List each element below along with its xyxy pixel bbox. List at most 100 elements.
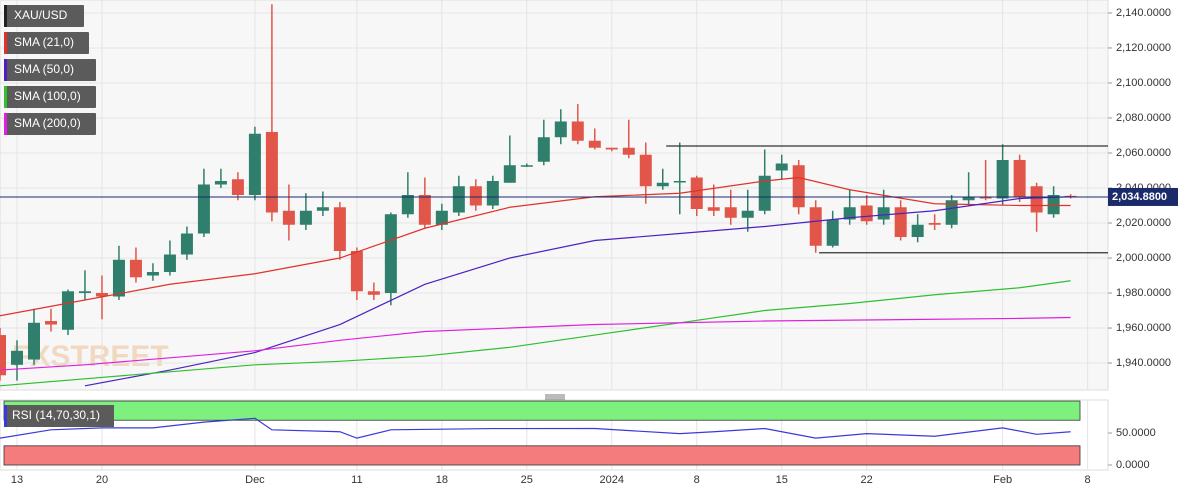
y-tick-label: 2,120.0000 [1116, 42, 1171, 54]
candle-body [231, 179, 244, 195]
candle-body [214, 180, 227, 185]
price-label: 2,034.8800 [1112, 191, 1167, 203]
x-tick-label: 2024 [600, 474, 624, 486]
legend-entry[interactable]: SMA (100,0) [4, 86, 96, 108]
candle-body [146, 272, 159, 276]
candle-body [673, 180, 686, 183]
x-tick-label: Dec [245, 474, 265, 486]
candle-body [860, 205, 873, 222]
legend-entry[interactable]: SMA (50,0) [4, 59, 96, 81]
candle-body [639, 154, 652, 187]
y-tick-label: 2,060.0000 [1116, 147, 1171, 159]
y-tick-label: 50.0000 [1116, 427, 1156, 439]
candle-body [928, 223, 941, 225]
legend-label: RSI (14,70,30,1) [12, 408, 100, 422]
candle-body [350, 251, 363, 292]
x-tick-label: 8 [694, 474, 700, 486]
indicator-line [0, 280, 1071, 387]
legend-box [4, 5, 84, 27]
candle-body [95, 293, 108, 297]
candle-body [724, 207, 737, 218]
candle-body [690, 177, 703, 210]
candle-body [435, 210, 448, 225]
candle-body [163, 254, 176, 273]
x-tick-label: 13 [11, 474, 23, 486]
candle-body [792, 165, 805, 208]
candle-body [333, 207, 346, 252]
x-tick-label: 18 [436, 474, 448, 486]
candle-body [758, 175, 771, 211]
legend-entry[interactable]: RSI (14,70,30,1) [4, 405, 114, 427]
legend-swatch [4, 5, 7, 27]
candle-body [1047, 195, 1060, 215]
candle-body [418, 195, 431, 225]
panel-splitter[interactable] [545, 394, 565, 400]
candle-body [27, 322, 40, 360]
legend-swatch [4, 32, 7, 54]
candle-body [10, 350, 23, 365]
candle-body [605, 147, 618, 150]
x-tick-label: 11 [351, 474, 362, 486]
rsi-band [3, 445, 1081, 466]
candle-body [775, 163, 788, 171]
legend-swatch [4, 59, 7, 81]
legend-swatch [4, 113, 7, 135]
x-tick-label: 8 [1085, 474, 1091, 486]
candle-body [78, 291, 91, 294]
legend-box [4, 405, 114, 427]
legend-entry[interactable]: XAU/USD [4, 5, 84, 27]
candle-body [384, 214, 397, 294]
candle-body [707, 207, 720, 211]
candle-body [112, 259, 125, 297]
legend-swatch [4, 405, 7, 427]
indicator-line [84, 196, 1071, 387]
candle-body [44, 321, 57, 325]
candle-body [1013, 159, 1026, 197]
candle-body [741, 210, 754, 218]
legend-entry[interactable]: SMA (21,0) [4, 32, 89, 54]
y-tick-label: 1,940.0000 [1116, 357, 1171, 369]
candle-body [826, 219, 839, 246]
candle-body [537, 137, 550, 162]
candle-body [61, 291, 74, 330]
candle-body [962, 196, 975, 201]
legend-box [4, 59, 96, 81]
x-tick-label: Feb [993, 474, 1012, 486]
candle-body [809, 207, 822, 246]
legend-label: SMA (100,0) [14, 89, 81, 103]
x-tick-label: 15 [776, 474, 788, 486]
candle-body [554, 121, 567, 138]
price-panel [0, 0, 1109, 391]
legend-entry[interactable]: SMA (200,0) [4, 113, 96, 135]
candle-body [945, 200, 958, 225]
legend-label: SMA (200,0) [14, 116, 81, 130]
legend-label: XAU/USD [14, 8, 68, 22]
candle-body [622, 147, 635, 155]
y-tick-label: 1,980.0000 [1116, 287, 1171, 299]
candle-body [911, 224, 924, 238]
candle-body [1030, 186, 1043, 213]
rsi-band [3, 400, 1081, 421]
legend-box [4, 32, 89, 54]
indicator-line [0, 417, 1071, 439]
candle-body [248, 133, 261, 195]
x-tick-label: 25 [521, 474, 533, 486]
y-tick-label: 2,020.0000 [1116, 217, 1171, 229]
candle-body [401, 195, 414, 215]
y-tick-label: 0.0000 [1116, 459, 1150, 471]
candle-body [180, 233, 193, 255]
legend-box [4, 113, 96, 135]
candle-body [367, 291, 380, 295]
y-tick-label: 1,960.0000 [1116, 322, 1171, 334]
candle-body [656, 182, 669, 187]
candle-body [0, 335, 6, 376]
candle-body [282, 210, 295, 225]
candle-body [520, 165, 533, 167]
legend-label: SMA (21,0) [14, 35, 74, 49]
candle-body [843, 207, 856, 220]
candle-body [979, 196, 992, 199]
candle-body [894, 207, 907, 238]
y-tick-label: 2,140.0000 [1116, 7, 1171, 19]
legend-box [4, 86, 96, 108]
y-tick-label: 2,080.0000 [1116, 112, 1171, 124]
